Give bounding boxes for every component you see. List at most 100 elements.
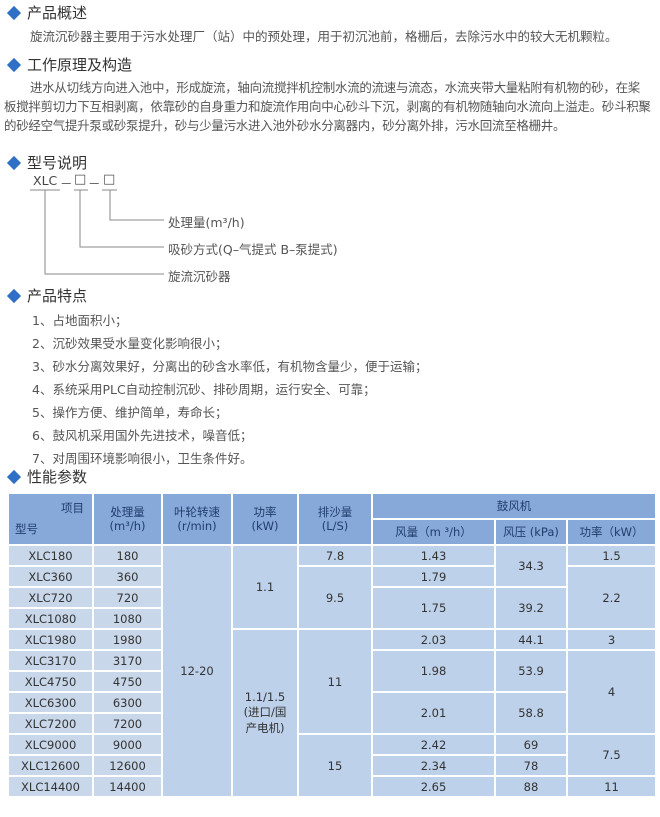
heading-features: 产品特点 [6, 285, 87, 306]
table-cell: 1.5 [565, 544, 658, 567]
params-table: 项目 型号 处理量 (m³/h) 叶轮转速 (r/min) 功率 (kW) 排沙… [7, 492, 658, 798]
header-sand: 排沙量 (L/S) [297, 492, 373, 546]
table-row: XLC1080 1080 [7, 607, 656, 630]
diamond-bullet-icon [6, 288, 22, 303]
header-item-model: 项目 型号 [7, 492, 94, 546]
table-cell: 1.43 [371, 544, 496, 567]
table-row: XLC3170 3170 1.98 53.9 4 [7, 649, 658, 735]
table-row: XLC1980 1980 1.1/1.5 (进口/国 产电机) 11 2.03 44.1 3 [7, 628, 658, 798]
table-cell: 720 [92, 586, 163, 609]
table-cell: XLC14400 [7, 775, 94, 798]
table-row: XLC9000 9000 15 2.42 69 7.5 [7, 733, 658, 798]
header-model: 型号 [15, 522, 38, 536]
header-air-pressure: 风压 (kPa) [494, 518, 568, 546]
table-cell: 3170 [92, 649, 163, 672]
overview-text: 旋流沉砂器主要用于污水处理厂（站）中的预处理，用于初沉池前，格栅后，去除污水中的… [30, 29, 618, 44]
header-blower-power: 功率（kW） [565, 518, 658, 546]
table-row: XLC180 180 12-20 1.1 7.8 1.43 34.3 1.5 [7, 544, 658, 798]
table-cell: XLC6300 [7, 691, 94, 714]
table-cell: 3 [565, 628, 658, 651]
model-connector-lines [30, 189, 164, 275]
model-code: XLC [33, 173, 58, 188]
table-cell: 12600 [92, 754, 163, 777]
table-cell: 2.01 [371, 691, 496, 735]
heading-overview: 产品概述 [6, 2, 87, 23]
heading-text: 型号说明 [27, 154, 88, 172]
table-row: XLC14400 14400 2.65 88 11 [7, 775, 658, 798]
header-air-volume: 风量（m ³/h） [371, 518, 496, 546]
table-cell: 2.34 [371, 754, 496, 777]
model-sep-1: － [60, 176, 73, 191]
model-box-1: □ [74, 172, 87, 187]
table-cell: XLC9000 [7, 733, 94, 756]
table-cell: 78 [494, 754, 568, 777]
table-row: XLC720 720 1.75 39.2 [7, 586, 656, 630]
table-cell: XLC360 [7, 565, 94, 588]
model-label-suction: 吸砂方式(Q–气提式 B–泵提式) [168, 242, 338, 257]
feature-item: 7、对周围环境影响很小，卫生条件好。 [32, 451, 253, 466]
feature-item: 1、占地面积小； [32, 313, 128, 328]
heading-text: 产品特点 [27, 287, 88, 305]
table-body: XLC180 180 12-20 1.1 7.8 1.43 34.3 1.5 XLC360 360… [7, 544, 658, 798]
table-cell: 14400 [92, 775, 163, 798]
feature-item: 6、鼓风机采用国外先进技术，噪音低； [32, 428, 253, 443]
table-cell: 2.2 [565, 565, 658, 630]
table-cell: XLC720 [7, 586, 94, 609]
table-cell: 44.1 [494, 628, 568, 651]
table-cell: 7.5 [565, 733, 658, 777]
table-cell: 53.9 [494, 649, 568, 693]
table-cell: XLC7200 [7, 712, 94, 735]
diamond-bullet-icon [6, 469, 22, 484]
table-cell: XLC3170 [7, 649, 94, 672]
diamond-bullet-icon [6, 155, 22, 170]
table-row: XLC7200 7200 [7, 712, 656, 735]
header-power: 功率 (kW) [231, 492, 299, 546]
table-cell: 1.1 [231, 544, 299, 630]
table-cell: XLC4750 [7, 670, 94, 693]
feature-item: 2、沉砂效果受水量变化影响很小； [32, 336, 228, 351]
table-cell: 1.98 [371, 649, 496, 693]
table-cell: XLC1980 [7, 628, 94, 651]
diamond-bullet-icon [6, 5, 22, 20]
table-cell: 11 [297, 628, 373, 735]
heading-text: 工作原理及构造 [27, 56, 133, 74]
table-cell: 39.2 [494, 586, 568, 630]
model-diagram: XLC － □ － □ 处理量(m³/h) 吸砂方式(Q–气提式 B–泵提式) … [0, 170, 400, 284]
table-cell: 1080 [92, 607, 163, 630]
table-cell: XLC180 [7, 544, 94, 567]
table-cell: 2.03 [371, 628, 496, 651]
diamond-bullet-icon [6, 57, 22, 72]
model-label-capacity: 处理量(m³/h) [168, 215, 245, 230]
heading-text: 产品概述 [27, 4, 88, 22]
table-cell: XLC12600 [7, 754, 94, 777]
table-cell: 1980 [92, 628, 163, 651]
table-cell: 2.65 [371, 775, 496, 798]
table-cell: 58.8 [494, 691, 568, 735]
table-cell: 1.1/1.5 (进口/国 产电机) [231, 628, 299, 798]
table-cell: 9000 [92, 733, 163, 756]
table-row: XLC12600 12600 2.34 78 [7, 754, 656, 777]
table-cell: 34.3 [494, 544, 568, 588]
feature-item: 5、操作方便、维护简单，寿命长； [32, 405, 228, 420]
table-cell: 6300 [92, 691, 163, 714]
table-cell: 1.75 [371, 586, 496, 630]
table-cell: 9.5 [297, 565, 373, 630]
principle-text: 进水从切线方向进入池中，形成旋流，轴向流搅拌机控制水流的流速与流态，水流夹带大量… [4, 80, 651, 133]
table-cell: 88 [494, 775, 568, 798]
header-capacity: 处理量 (m³/h) [92, 492, 163, 546]
header-blower: 鼓风机 [370, 492, 658, 520]
header-speed: 叶轮转速 (r/min) [161, 492, 233, 546]
table-cell: 12-20 [161, 544, 233, 798]
table-cell: 4750 [92, 670, 163, 693]
heading-text: 性能参数 [27, 468, 88, 486]
table-cell: 360 [92, 565, 163, 588]
table-cell: 1.79 [371, 565, 496, 588]
table-cell: 7.8 [297, 544, 373, 567]
heading-params: 性能参数 [6, 466, 87, 487]
table-row: XLC4750 4750 [7, 670, 656, 693]
table-cell: 69 [494, 733, 568, 756]
table-cell: 180 [92, 544, 163, 567]
heading-model: 型号说明 [6, 152, 87, 173]
model-sep-2: － [88, 176, 101, 191]
table-cell: 11 [565, 775, 658, 798]
